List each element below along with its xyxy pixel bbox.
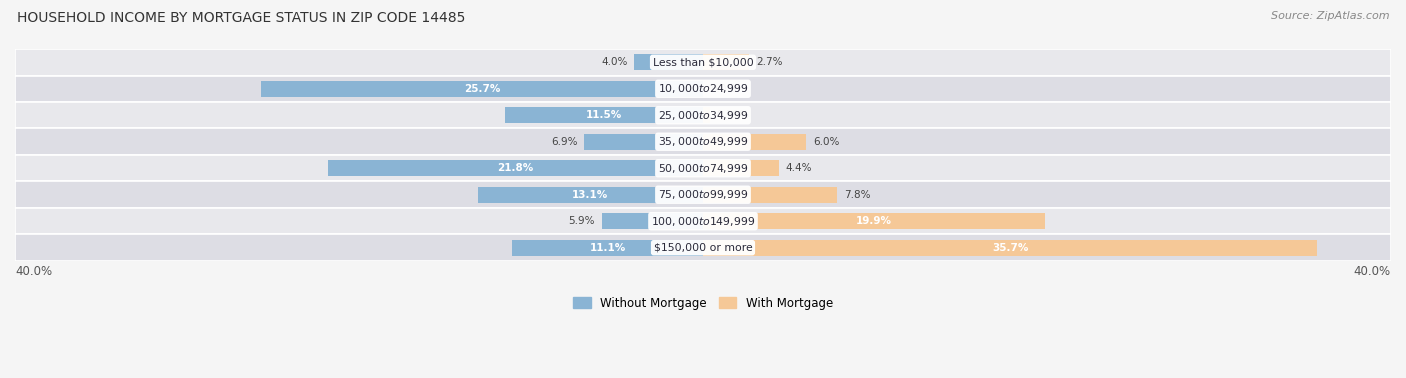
Bar bbox=[703, 107, 710, 123]
Bar bbox=[15, 129, 1391, 155]
Text: $50,000 to $74,999: $50,000 to $74,999 bbox=[658, 162, 748, 175]
Text: 25.7%: 25.7% bbox=[464, 84, 501, 94]
Bar bbox=[15, 49, 1391, 76]
Text: $150,000 or more: $150,000 or more bbox=[654, 243, 752, 253]
Text: $10,000 to $24,999: $10,000 to $24,999 bbox=[658, 82, 748, 95]
Bar bbox=[703, 213, 1045, 229]
Bar bbox=[512, 240, 703, 256]
Text: 35.7%: 35.7% bbox=[991, 243, 1028, 253]
Text: 0.0%: 0.0% bbox=[710, 84, 737, 94]
Bar bbox=[15, 208, 1391, 234]
Text: 11.5%: 11.5% bbox=[586, 110, 623, 120]
Bar bbox=[262, 81, 703, 97]
Text: HOUSEHOLD INCOME BY MORTGAGE STATUS IN ZIP CODE 14485: HOUSEHOLD INCOME BY MORTGAGE STATUS IN Z… bbox=[17, 11, 465, 25]
Text: 2.7%: 2.7% bbox=[756, 57, 783, 67]
Text: 4.0%: 4.0% bbox=[600, 57, 627, 67]
Bar bbox=[15, 76, 1391, 102]
Text: 7.8%: 7.8% bbox=[844, 190, 870, 200]
Text: 13.1%: 13.1% bbox=[572, 190, 609, 200]
Text: 40.0%: 40.0% bbox=[1354, 265, 1391, 278]
Text: 6.9%: 6.9% bbox=[551, 137, 578, 147]
Bar bbox=[703, 240, 1317, 256]
Text: $25,000 to $34,999: $25,000 to $34,999 bbox=[658, 109, 748, 122]
Text: 5.9%: 5.9% bbox=[568, 216, 595, 226]
Text: 19.9%: 19.9% bbox=[856, 216, 893, 226]
Bar bbox=[703, 54, 749, 70]
Text: Less than $10,000: Less than $10,000 bbox=[652, 57, 754, 67]
Text: 6.0%: 6.0% bbox=[813, 137, 839, 147]
Text: 40.0%: 40.0% bbox=[15, 265, 52, 278]
Bar bbox=[15, 155, 1391, 181]
Legend: Without Mortgage, With Mortgage: Without Mortgage, With Mortgage bbox=[568, 292, 838, 314]
Bar bbox=[585, 134, 703, 150]
Bar bbox=[703, 187, 837, 203]
Bar bbox=[634, 54, 703, 70]
Text: 21.8%: 21.8% bbox=[498, 163, 534, 173]
Bar bbox=[478, 187, 703, 203]
Bar bbox=[15, 234, 1391, 261]
Bar bbox=[703, 134, 806, 150]
Bar bbox=[703, 160, 779, 176]
Text: 0.39%: 0.39% bbox=[717, 110, 749, 120]
Bar bbox=[15, 181, 1391, 208]
Text: $75,000 to $99,999: $75,000 to $99,999 bbox=[658, 188, 748, 201]
Text: $100,000 to $149,999: $100,000 to $149,999 bbox=[651, 215, 755, 228]
Bar bbox=[15, 102, 1391, 129]
Bar bbox=[328, 160, 703, 176]
Bar bbox=[602, 213, 703, 229]
Text: 4.4%: 4.4% bbox=[786, 163, 813, 173]
Text: $35,000 to $49,999: $35,000 to $49,999 bbox=[658, 135, 748, 148]
Bar bbox=[505, 107, 703, 123]
Text: Source: ZipAtlas.com: Source: ZipAtlas.com bbox=[1271, 11, 1389, 21]
Text: 11.1%: 11.1% bbox=[589, 243, 626, 253]
